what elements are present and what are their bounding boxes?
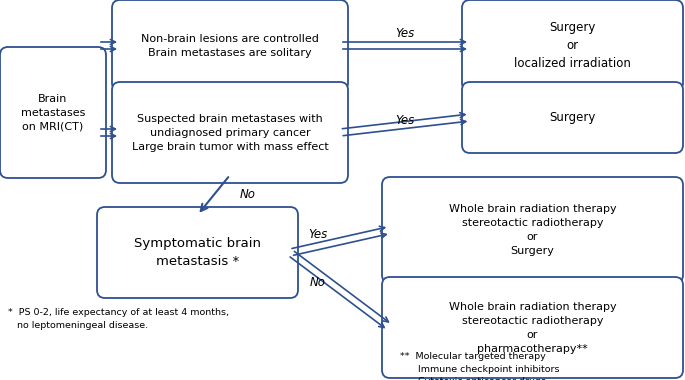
Text: **  Molecular targeted therapy
      Immune checkpoint inhibitors
      Cytotoxi: ** Molecular targeted therapy Immune che… (400, 352, 560, 380)
Text: Brain
metastases
on MRI(CT): Brain metastases on MRI(CT) (21, 93, 85, 131)
FancyBboxPatch shape (462, 0, 683, 91)
FancyBboxPatch shape (112, 0, 348, 91)
FancyBboxPatch shape (382, 277, 683, 378)
FancyBboxPatch shape (97, 207, 298, 298)
Text: Surgery
or
localized irradiation: Surgery or localized irradiation (514, 21, 631, 70)
Text: Whole brain radiation therapy
stereotactic radiotherapy
or
Surgery: Whole brain radiation therapy stereotact… (449, 204, 616, 256)
Text: No: No (240, 188, 256, 201)
Text: Symptomatic brain
metastasis *: Symptomatic brain metastasis * (134, 237, 261, 268)
Text: Surgery: Surgery (549, 111, 596, 124)
Text: *  PS 0-2, life expectancy of at least 4 months,
   no leptomeningeal disease.: * PS 0-2, life expectancy of at least 4 … (8, 308, 229, 329)
FancyBboxPatch shape (0, 47, 106, 178)
Text: Yes: Yes (395, 27, 414, 40)
FancyBboxPatch shape (112, 82, 348, 183)
Text: Yes: Yes (395, 114, 414, 127)
FancyBboxPatch shape (382, 177, 683, 283)
Text: Yes: Yes (308, 228, 327, 241)
FancyBboxPatch shape (462, 82, 683, 153)
Text: Suspected brain metastases with
undiagnosed primary cancer
Large brain tumor wit: Suspected brain metastases with undiagno… (132, 114, 328, 152)
Text: Non-brain lesions are controlled
Brain metastases are solitary: Non-brain lesions are controlled Brain m… (141, 33, 319, 57)
Text: Whole brain radiation therapy
stereotactic radiotherapy
or
pharmacotherapy**: Whole brain radiation therapy stereotact… (449, 301, 616, 353)
Text: No: No (310, 276, 326, 289)
